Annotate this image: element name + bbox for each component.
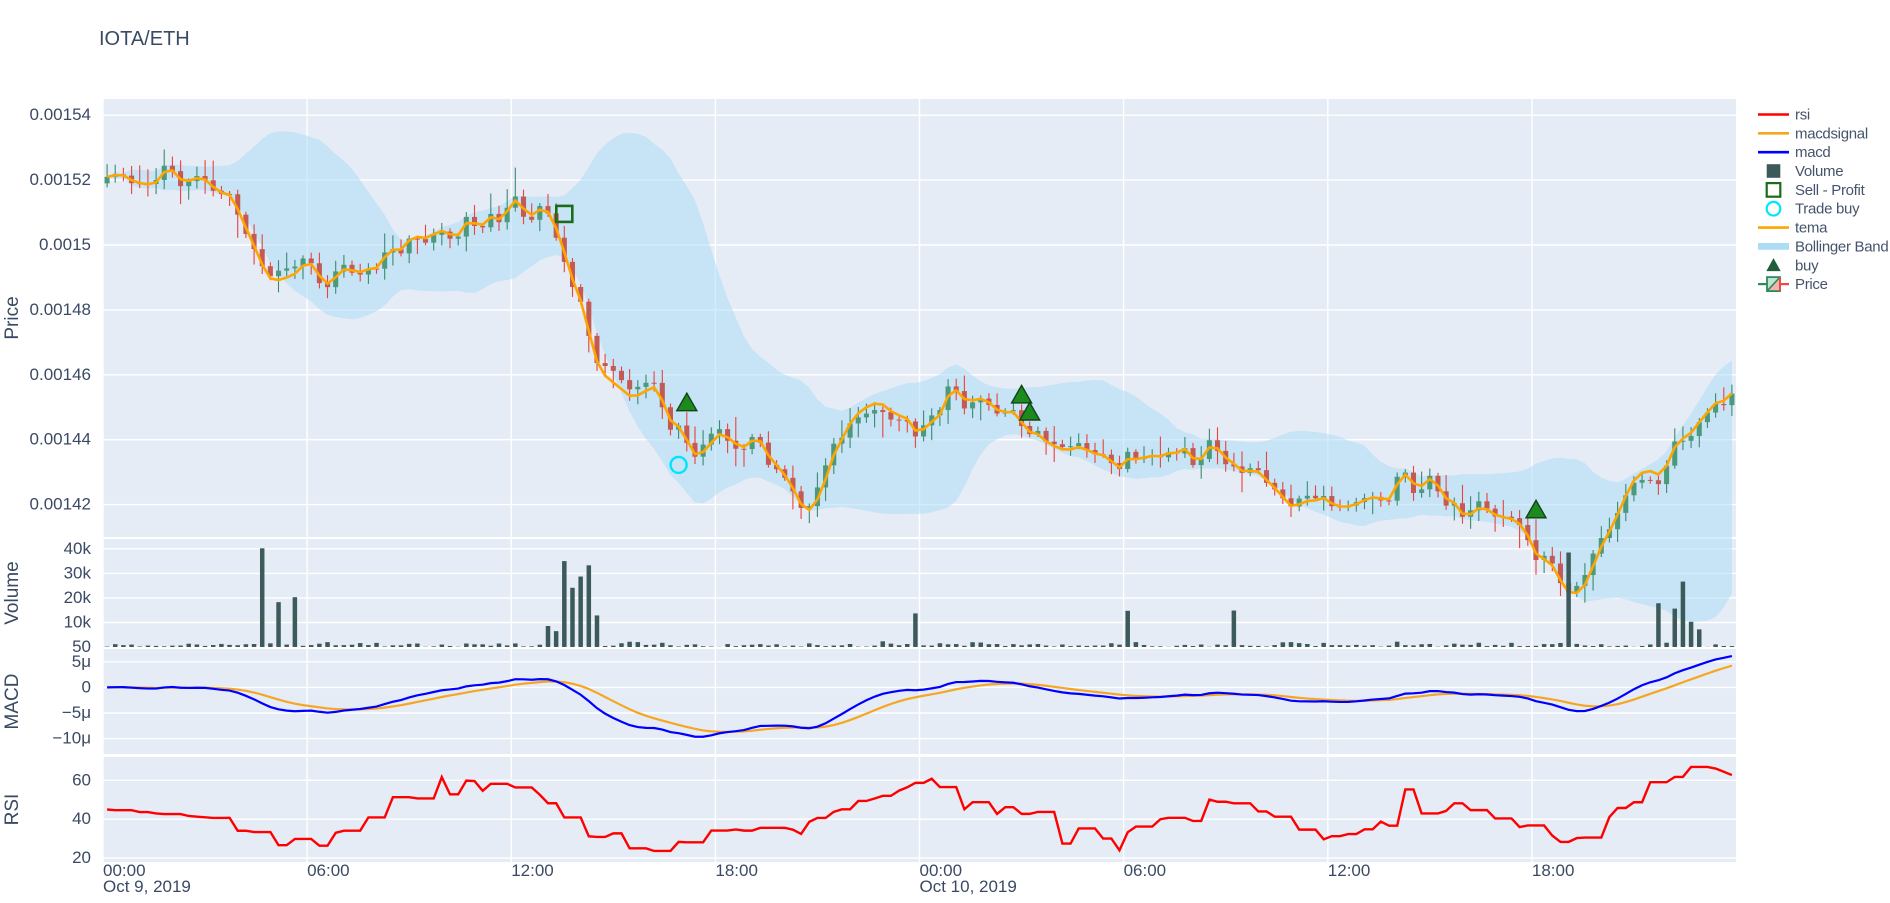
svg-text:rsi: rsi — [1795, 107, 1810, 124]
svg-text:Volume: Volume — [2, 561, 23, 624]
svg-text:20: 20 — [72, 848, 91, 867]
svg-text:0.00146: 0.00146 — [30, 365, 91, 384]
svg-text:−10μ: −10μ — [52, 729, 91, 748]
svg-text:40: 40 — [72, 809, 91, 828]
svg-text:20k: 20k — [64, 588, 92, 607]
svg-text:macd: macd — [1795, 144, 1830, 161]
svg-text:Bollinger Band: Bollinger Band — [1795, 238, 1888, 255]
svg-text:60: 60 — [72, 770, 91, 789]
svg-text:06:00: 06:00 — [1124, 861, 1167, 880]
svg-text:−5μ: −5μ — [62, 703, 91, 722]
svg-text:0.00152: 0.00152 — [30, 170, 91, 189]
svg-text:0: 0 — [82, 677, 91, 696]
svg-text:Oct 9, 2019: Oct 9, 2019 — [103, 877, 191, 896]
svg-text:tema: tema — [1795, 220, 1828, 237]
svg-text:0.00148: 0.00148 — [30, 300, 91, 319]
svg-text:0.00144: 0.00144 — [30, 430, 91, 449]
svg-text:30k: 30k — [64, 563, 92, 582]
svg-text:macdsignal: macdsignal — [1795, 125, 1868, 142]
svg-text:5μ: 5μ — [72, 652, 91, 671]
svg-text:buy: buy — [1795, 257, 1819, 274]
svg-text:MACD: MACD — [2, 674, 23, 730]
svg-text:Sell - Profit: Sell - Profit — [1795, 182, 1866, 199]
svg-text:Volume: Volume — [1795, 163, 1843, 180]
svg-text:Oct 10, 2019: Oct 10, 2019 — [920, 877, 1017, 896]
svg-text:Price: Price — [1795, 276, 1828, 293]
svg-text:0.0015: 0.0015 — [39, 235, 91, 254]
svg-text:Trade buy: Trade buy — [1795, 201, 1860, 218]
svg-text:40k: 40k — [64, 539, 92, 558]
svg-text:10k: 10k — [64, 613, 92, 632]
svg-text:0.00142: 0.00142 — [30, 495, 91, 514]
svg-text:18:00: 18:00 — [715, 861, 758, 880]
svg-text:12:00: 12:00 — [511, 861, 554, 880]
svg-text:18:00: 18:00 — [1532, 861, 1575, 880]
svg-text:0.00154: 0.00154 — [30, 105, 91, 124]
svg-text:06:00: 06:00 — [307, 861, 350, 880]
svg-text:Price: Price — [2, 296, 23, 339]
svg-text:12:00: 12:00 — [1328, 861, 1371, 880]
svg-text:RSI: RSI — [2, 794, 23, 826]
